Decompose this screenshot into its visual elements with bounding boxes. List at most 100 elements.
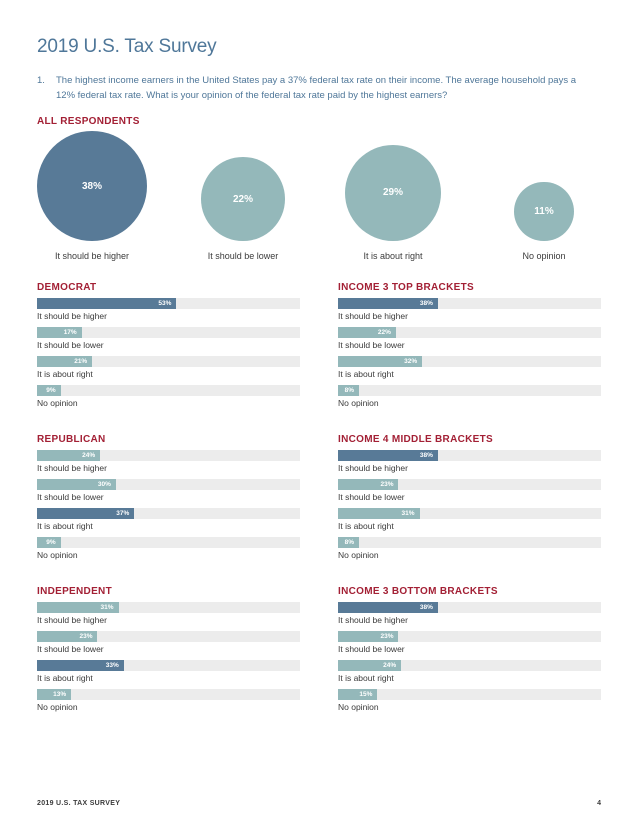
bar-value-label: 38% [419,452,433,459]
bar-track: 31% [338,508,601,519]
bar-value-label: 9% [46,387,56,394]
bubble-category-label: It is about right [363,251,423,261]
bar-group-2: INCOME 3 TOP BRACKETS 38% It should be hig… [338,282,601,414]
bar: 15% [338,689,378,700]
bar-track: 30% [37,479,300,490]
bar-row: 37% It is about right [37,508,300,537]
bar-track: 13% [37,689,300,700]
bar-row: 9% No opinion [37,385,300,414]
bar-category-label: It should be lower [37,644,104,654]
bar: 38% [338,450,438,461]
bar-category-label: No opinion [338,550,379,560]
bar-track: 17% [37,327,300,338]
bar-value-label: 38% [419,300,433,307]
bar-category-label: It is about right [338,369,394,379]
bar-group-6: INCOME 3 BOTTOM BRACKETS 38% It should be … [338,586,601,718]
bar-category-label: It is about right [338,521,394,531]
bar-value-label: 9% [46,539,56,546]
bar-category-label: It should be higher [37,615,107,625]
bubble-value-label: 11% [534,205,554,217]
bubble-category-label: No opinion [522,251,566,261]
all-respondents-bubble-chart: 38% It should be higher 22% It should be lo… [0,0,638,270]
bar-value-label: 32% [404,358,418,365]
bar-track: 23% [37,631,300,642]
bar-category-label: It is about right [37,673,93,683]
bar-value-label: 8% [344,387,355,394]
bar-row: 15% No opinion [338,689,601,718]
bar-row: 8% No opinion [338,385,601,414]
bar-row: 38% It should be higher [338,602,601,631]
bar-track: 32% [338,356,601,367]
bar: 37% [37,508,135,519]
bar-category-label: It should be lower [338,492,405,502]
bar-row: 24% It is about right [338,660,601,689]
bar-category-label: It should be higher [338,463,408,473]
bar-group-5: INDEPENDENT 31% It should be higher 23% It s… [37,586,300,718]
bar-track: 8% [338,385,601,396]
bar-value-label: 33% [105,662,119,669]
bar-category-label: It should be lower [37,340,104,350]
bar: 38% [338,602,438,613]
bar-track: 9% [37,385,300,396]
group-title: INCOME 4 MIDDLE BRACKETS [338,434,493,445]
group-title: INDEPENDENT [37,586,112,597]
bar-row: 24% It should be higher [37,450,300,479]
bar-value-label: 53% [158,300,172,307]
bar-category-label: It is about right [37,521,93,531]
bar-track: 33% [37,660,300,671]
bar: 23% [338,479,399,490]
bar: 8% [338,385,360,396]
bar-category-label: It should be higher [338,311,408,321]
bar-row: 33% It is about right [37,660,300,689]
bar-row: 30% It should be lower [37,479,300,508]
bar-row: 23% It should be lower [338,479,601,508]
bar-category-label: No opinion [37,550,78,560]
bar-category-label: No opinion [37,398,78,408]
bar-track: 37% [37,508,300,519]
bar-track: 24% [338,660,601,671]
bar-category-label: It should be lower [338,644,405,654]
bubble-category-label: It should be higher [54,251,130,261]
bar-row: 32% It is about right [338,356,601,385]
group-title: INCOME 3 BOTTOM BRACKETS [338,586,498,597]
bar: 31% [37,602,119,613]
bar-category-label: It should be higher [37,311,107,321]
bar-category-label: It should be higher [338,615,408,625]
bar-row: 9% No opinion [37,537,300,566]
bar: 9% [37,385,61,396]
bar-row: 13% No opinion [37,689,300,718]
bar-track: 23% [338,631,601,642]
bar-value-label: 22% [377,329,391,336]
bar-row: 31% It is about right [338,508,601,537]
bar-row: 23% It should be lower [37,631,300,660]
bar-row: 23% It should be lower [338,631,601,660]
bar-group-3: REPUBLICAN 24% It should be higher 30% It sh… [37,434,300,566]
bar-track: 31% [37,602,300,613]
bubble-value-label: 38% [81,180,102,192]
bubble-3: 29% [344,144,442,241]
bar: 24% [338,660,402,671]
bar-value-label: 31% [100,604,114,611]
group-title: DEMOCRAT [37,282,97,293]
bar-category-label: No opinion [338,702,379,712]
bar: 13% [37,689,72,700]
bar-value-label: 21% [74,358,88,365]
bar-value-label: 37% [116,510,130,517]
bar-category-label: It is about right [37,369,93,379]
bar-category-label: It should be lower [37,492,104,502]
bar: 30% [37,479,116,490]
bar: 32% [338,356,423,367]
bar-value-label: 15% [359,691,373,698]
bar-row: 38% It should be higher [338,298,601,327]
page-number: 4 [597,800,601,807]
question-number: 1. [37,75,45,86]
bar-track: 15% [338,689,601,700]
bubble-4: 11% [514,181,574,241]
bubble-1: 38% [37,131,147,241]
bar-row: 53% It should be higher [37,298,300,327]
bar-value-label: 24% [82,452,96,459]
bar-track: 21% [37,356,300,367]
bar: 8% [338,537,360,548]
bar-value-label: 23% [79,633,93,640]
bar-value-label: 31% [401,510,415,517]
